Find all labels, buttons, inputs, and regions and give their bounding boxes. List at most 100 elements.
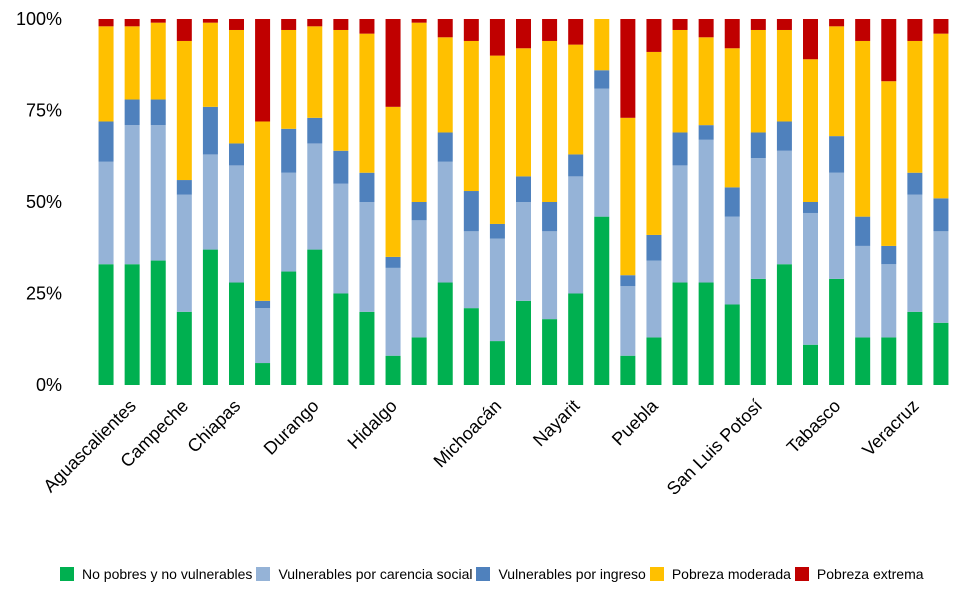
bar-segment — [672, 282, 688, 385]
bar-segment — [750, 19, 766, 30]
legend-swatch — [256, 567, 271, 581]
legend-label: Pobreza moderada — [671, 566, 791, 582]
bar-segment — [646, 337, 662, 385]
bar-segment — [542, 40, 558, 203]
bar-segment — [542, 319, 558, 385]
bar-segment — [855, 245, 871, 338]
bar-segment — [855, 19, 871, 41]
bar-segment — [881, 81, 897, 246]
bar-segment — [385, 355, 401, 385]
bars — [98, 19, 949, 385]
bar-segment — [855, 40, 871, 217]
bar-segment — [489, 238, 505, 342]
bar-segment — [333, 183, 349, 294]
bar-segment — [359, 172, 375, 202]
bar-segment — [907, 311, 923, 385]
bar-segment — [437, 37, 453, 133]
bar-segment — [933, 322, 949, 385]
legend-label: Vulnerables por ingreso — [498, 566, 646, 582]
legend-item: No pobres y no vulnerables — [60, 566, 252, 582]
bar-segment — [516, 202, 531, 301]
bar-segment — [489, 19, 505, 56]
bar-segment — [176, 180, 192, 195]
bar-segment — [568, 176, 584, 294]
x-category-label: Nayarit — [529, 396, 583, 450]
y-tick-label: 50% — [26, 192, 62, 212]
bar-segment — [646, 234, 662, 261]
legend-item: Pobreza extrema — [794, 566, 924, 582]
bar-segment — [385, 256, 401, 268]
bar-segment — [411, 22, 427, 202]
legend-label: Pobreza extrema — [816, 566, 924, 582]
bar-segment — [750, 278, 766, 385]
bar-segment — [281, 29, 297, 129]
bar-segment — [881, 19, 897, 82]
bar-segment — [411, 337, 427, 385]
bar-segment — [463, 19, 479, 41]
bar-segment — [124, 99, 140, 126]
bar-segment — [98, 26, 114, 122]
bar-segment — [176, 19, 192, 41]
bar-segment — [150, 260, 166, 385]
bar-segment — [489, 55, 505, 224]
bar-segment — [98, 121, 114, 162]
bar-segment — [724, 216, 740, 305]
legend-swatch — [649, 567, 664, 581]
legend-swatch — [794, 567, 809, 581]
bar-segment — [594, 70, 610, 89]
bar-segment — [776, 150, 792, 265]
bar-segment — [229, 19, 244, 30]
legend-item: Vulnerables por carencia social — [256, 566, 472, 582]
bar-segment — [333, 150, 349, 184]
bar-segment — [620, 286, 636, 356]
bar-segment — [333, 29, 349, 151]
bar-segment — [933, 19, 949, 34]
bar-segment — [881, 337, 897, 385]
bar-segment — [437, 161, 453, 283]
bar-segment — [594, 19, 610, 71]
stacked-bar-chart: 0%25%50%75%100% AguascalientesCampecheCh… — [16, 9, 949, 499]
bar-segment — [724, 187, 740, 217]
bar-segment — [150, 22, 166, 100]
bar-segment — [202, 19, 218, 23]
bar-segment — [281, 19, 297, 30]
bar-segment — [803, 202, 818, 213]
bar-segment — [933, 33, 949, 199]
bar-segment — [229, 282, 244, 385]
bar-segment — [672, 132, 688, 166]
bar-segment — [333, 293, 349, 385]
bar-segment — [568, 44, 584, 155]
bar-segment — [855, 216, 871, 246]
bar-segment — [776, 121, 792, 151]
bar-segment — [202, 249, 218, 385]
bar-segment — [150, 99, 166, 126]
bar-segment — [176, 40, 192, 181]
x-category-label: Michoacán — [430, 396, 506, 472]
bar-segment — [307, 117, 323, 144]
bar-segment — [698, 19, 714, 38]
bar-segment — [672, 29, 688, 133]
bar-segment — [542, 202, 558, 232]
bar-segment — [672, 19, 688, 30]
bar-segment — [829, 278, 845, 385]
bar-segment — [359, 33, 375, 173]
bar-segment — [463, 40, 479, 192]
bar-segment — [776, 19, 792, 30]
bar-segment — [463, 191, 479, 232]
bar-segment — [620, 117, 636, 276]
bar-segment — [124, 19, 140, 27]
bar-segment — [803, 212, 818, 345]
x-category-label: Chiapas — [183, 396, 244, 457]
bar-segment — [724, 304, 740, 385]
bar-segment — [594, 216, 610, 385]
bar-segment — [750, 29, 766, 133]
y-axis: 0% 25% 50% 75% 100% — [16, 9, 62, 395]
bar-segment — [568, 19, 584, 45]
bar-segment — [516, 176, 531, 202]
bar-segment — [463, 308, 479, 385]
bar-segment — [359, 311, 375, 385]
bar-segment — [255, 363, 271, 385]
bar-segment — [907, 19, 923, 41]
bar-segment — [907, 40, 923, 173]
